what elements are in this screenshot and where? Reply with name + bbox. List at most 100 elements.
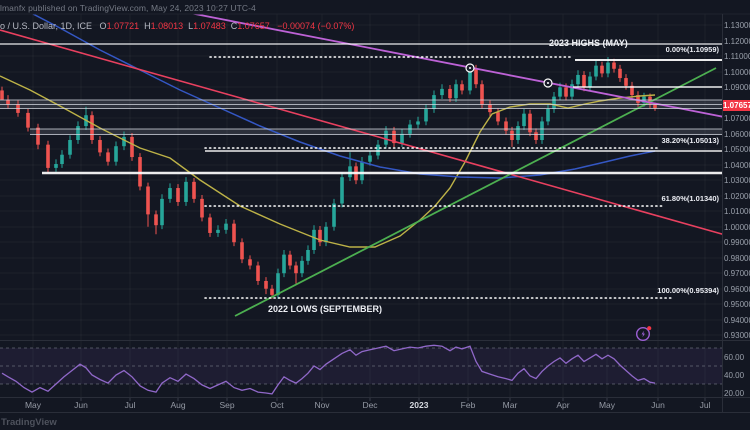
candle bbox=[516, 121, 520, 144]
candle bbox=[294, 261, 298, 284]
time-tick-label: Dec bbox=[362, 400, 378, 410]
time-tick-label: Sep bbox=[219, 400, 235, 410]
fib-level-label: 100.00%(0.95394) bbox=[657, 286, 719, 295]
candlestick-series bbox=[0, 57, 657, 299]
ohlc-values: O1.07721 H1.08013 L1.07483 C1.07657 bbox=[95, 21, 270, 31]
rsi-tick-label: 60.00 bbox=[724, 353, 745, 362]
candle bbox=[306, 245, 310, 265]
price-tick-label: 1.02000 bbox=[724, 192, 750, 201]
symbol-title: o / U.S. Dollar, 1D, ICE bbox=[0, 21, 93, 31]
candle bbox=[138, 153, 142, 191]
candle bbox=[368, 150, 372, 166]
ohlc-value: 1.07483 bbox=[193, 21, 226, 31]
tradingview-logo[interactable]: TradingView bbox=[1, 417, 57, 428]
price-tick-label: 1.04000 bbox=[724, 161, 750, 170]
candle bbox=[256, 261, 260, 285]
ohlc-value: 1.08013 bbox=[150, 21, 184, 31]
candle bbox=[184, 177, 188, 206]
candle bbox=[90, 111, 94, 144]
candle bbox=[106, 148, 110, 166]
candle bbox=[264, 277, 268, 295]
symbol-info-bar[interactable]: o / U.S. Dollar, 1D, ICE O1.07721 H1.0801… bbox=[0, 21, 354, 31]
price-axis[interactable]: 1.130001.120001.110001.100001.090001.080… bbox=[723, 14, 750, 398]
fib-level-label: 38.20%(1.05013) bbox=[661, 136, 719, 145]
candle bbox=[440, 84, 444, 99]
price-tick-label: 1.06000 bbox=[724, 130, 750, 139]
time-tick-label: Apr bbox=[556, 400, 570, 410]
candle bbox=[504, 117, 508, 135]
candle bbox=[54, 159, 58, 172]
main-pane[interactable] bbox=[0, 2, 750, 336]
candle bbox=[588, 71, 592, 92]
price-tick-label: 1.10000 bbox=[724, 68, 750, 77]
candle bbox=[76, 121, 80, 144]
candle bbox=[192, 177, 196, 203]
candle bbox=[46, 140, 50, 173]
ascending-trendline-green[interactable] bbox=[234, 67, 717, 317]
candle bbox=[0, 86, 4, 100]
price-tick-label: 0.93000 bbox=[724, 331, 750, 340]
fib-level-label: 61.80%(1.01340) bbox=[661, 194, 719, 203]
support-zone-1060-1063 bbox=[30, 129, 722, 135]
price-tick-label: 1.07000 bbox=[724, 114, 750, 123]
candle bbox=[576, 70, 580, 89]
time-tick-label: May bbox=[598, 400, 616, 410]
replay-icon[interactable] bbox=[634, 323, 654, 343]
candle bbox=[160, 194, 164, 230]
time-tick-label: Aug bbox=[170, 400, 186, 410]
candle bbox=[454, 79, 458, 103]
time-tick-label: Oct bbox=[270, 400, 284, 410]
time-tick-label: Mar bbox=[502, 400, 518, 410]
time-tick-label: Jul bbox=[124, 400, 136, 410]
candle bbox=[332, 198, 336, 231]
candle bbox=[448, 85, 452, 103]
candle bbox=[340, 172, 344, 208]
price-tick-label: 1.03000 bbox=[724, 176, 750, 185]
candle bbox=[224, 219, 228, 234]
rsi-line bbox=[1, 344, 656, 395]
rsi-tick-label: 40.00 bbox=[724, 371, 745, 380]
candle bbox=[176, 184, 180, 206]
time-tick-label: Nov bbox=[314, 400, 330, 410]
price-tick-label: 1.11000 bbox=[724, 52, 750, 61]
change-value: −0.00074 (−0.07%) bbox=[277, 21, 355, 31]
candle bbox=[26, 109, 30, 132]
time-tick-label: Jul bbox=[699, 400, 711, 410]
ma-yellow bbox=[0, 75, 656, 248]
candle bbox=[460, 80, 464, 95]
time-tick-label: May bbox=[24, 400, 42, 410]
time-tick-label: Feb bbox=[460, 400, 476, 410]
ohlc-value: 1.07657 bbox=[237, 21, 270, 31]
candle bbox=[392, 126, 396, 147]
candle bbox=[200, 195, 204, 222]
candle bbox=[154, 210, 158, 235]
annotation-2023-highs: 2023 HIGHS (MAY) bbox=[549, 38, 628, 48]
price-tick-label: 1.05000 bbox=[724, 145, 750, 154]
candle bbox=[318, 225, 322, 247]
candle bbox=[208, 213, 212, 237]
publish-watermark: lmanfx published on TradingView.com, May… bbox=[0, 3, 256, 13]
price-tick-label: 1.09000 bbox=[724, 83, 750, 92]
time-axis[interactable]: May Jun Jul Aug Sep Oct Nov Dec 2023 Feb Mar Apr May… bbox=[0, 397, 722, 412]
candle bbox=[216, 225, 220, 237]
candle bbox=[130, 133, 134, 161]
candle bbox=[432, 90, 436, 113]
candle bbox=[384, 126, 388, 149]
candle bbox=[612, 58, 616, 73]
candle bbox=[232, 219, 236, 247]
candle bbox=[528, 109, 532, 137]
candle bbox=[282, 249, 286, 278]
rsi-tick-label: 20.00 bbox=[724, 389, 745, 398]
candle bbox=[618, 64, 622, 82]
candle bbox=[6, 95, 10, 109]
candle bbox=[552, 91, 556, 113]
